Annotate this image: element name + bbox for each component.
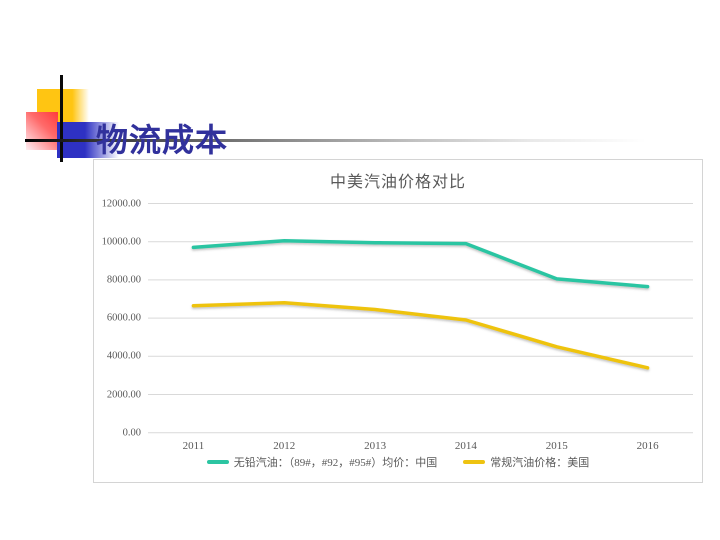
decor-red-square (26, 112, 58, 150)
gridlines (148, 203, 693, 434)
title-underline (25, 139, 700, 142)
x-tick-label: 2011 (182, 439, 205, 452)
chart-legend: 无铅汽油：（89#，#92，#95#）均价：中国 常规汽油价格：美国 (94, 454, 702, 470)
series-line (191, 238, 650, 289)
chart-title: 中美汽油价格对比 (329, 174, 466, 191)
y-tick-label: 6000.00 (106, 312, 141, 324)
legend-item: 常规汽油价格：美国 (463, 454, 589, 470)
line-chart (148, 203, 693, 434)
legend-swatch (206, 460, 229, 464)
x-tick-label: 2012 (273, 439, 296, 452)
x-tick-label: 2014 (454, 439, 477, 452)
decor-vertical-line (60, 75, 63, 162)
y-tick-label: 8000.00 (106, 274, 141, 286)
y-tick-label: 0.00 (122, 427, 141, 439)
x-tick-label: 2013 (364, 439, 387, 452)
x-tick-label: 2016 (636, 439, 659, 452)
legend-label: 无铅汽油：（89#，#92，#95#）均价：中国 (233, 457, 438, 469)
legend-label: 常规汽油价格：美国 (490, 457, 590, 469)
series-lines (191, 238, 650, 370)
y-tick-label: 2000.00 (106, 389, 141, 400)
y-tick-label: 12000.00 (101, 198, 141, 209)
x-tick-label: 2015 (545, 439, 568, 452)
y-tick-label: 10000.00 (101, 236, 141, 248)
series-line (191, 301, 650, 370)
slide-title: 物流成本 (96, 122, 229, 159)
y-tick-label: 4000.00 (106, 350, 141, 362)
legend-swatch (463, 460, 486, 464)
chart-panel: 中美汽油价格对比 12000.00 10000.00 8000.00 6000.00 4… (93, 159, 703, 483)
legend-item: 无铅汽油：（89#，#92，#95#）均价：中国 (206, 454, 438, 470)
